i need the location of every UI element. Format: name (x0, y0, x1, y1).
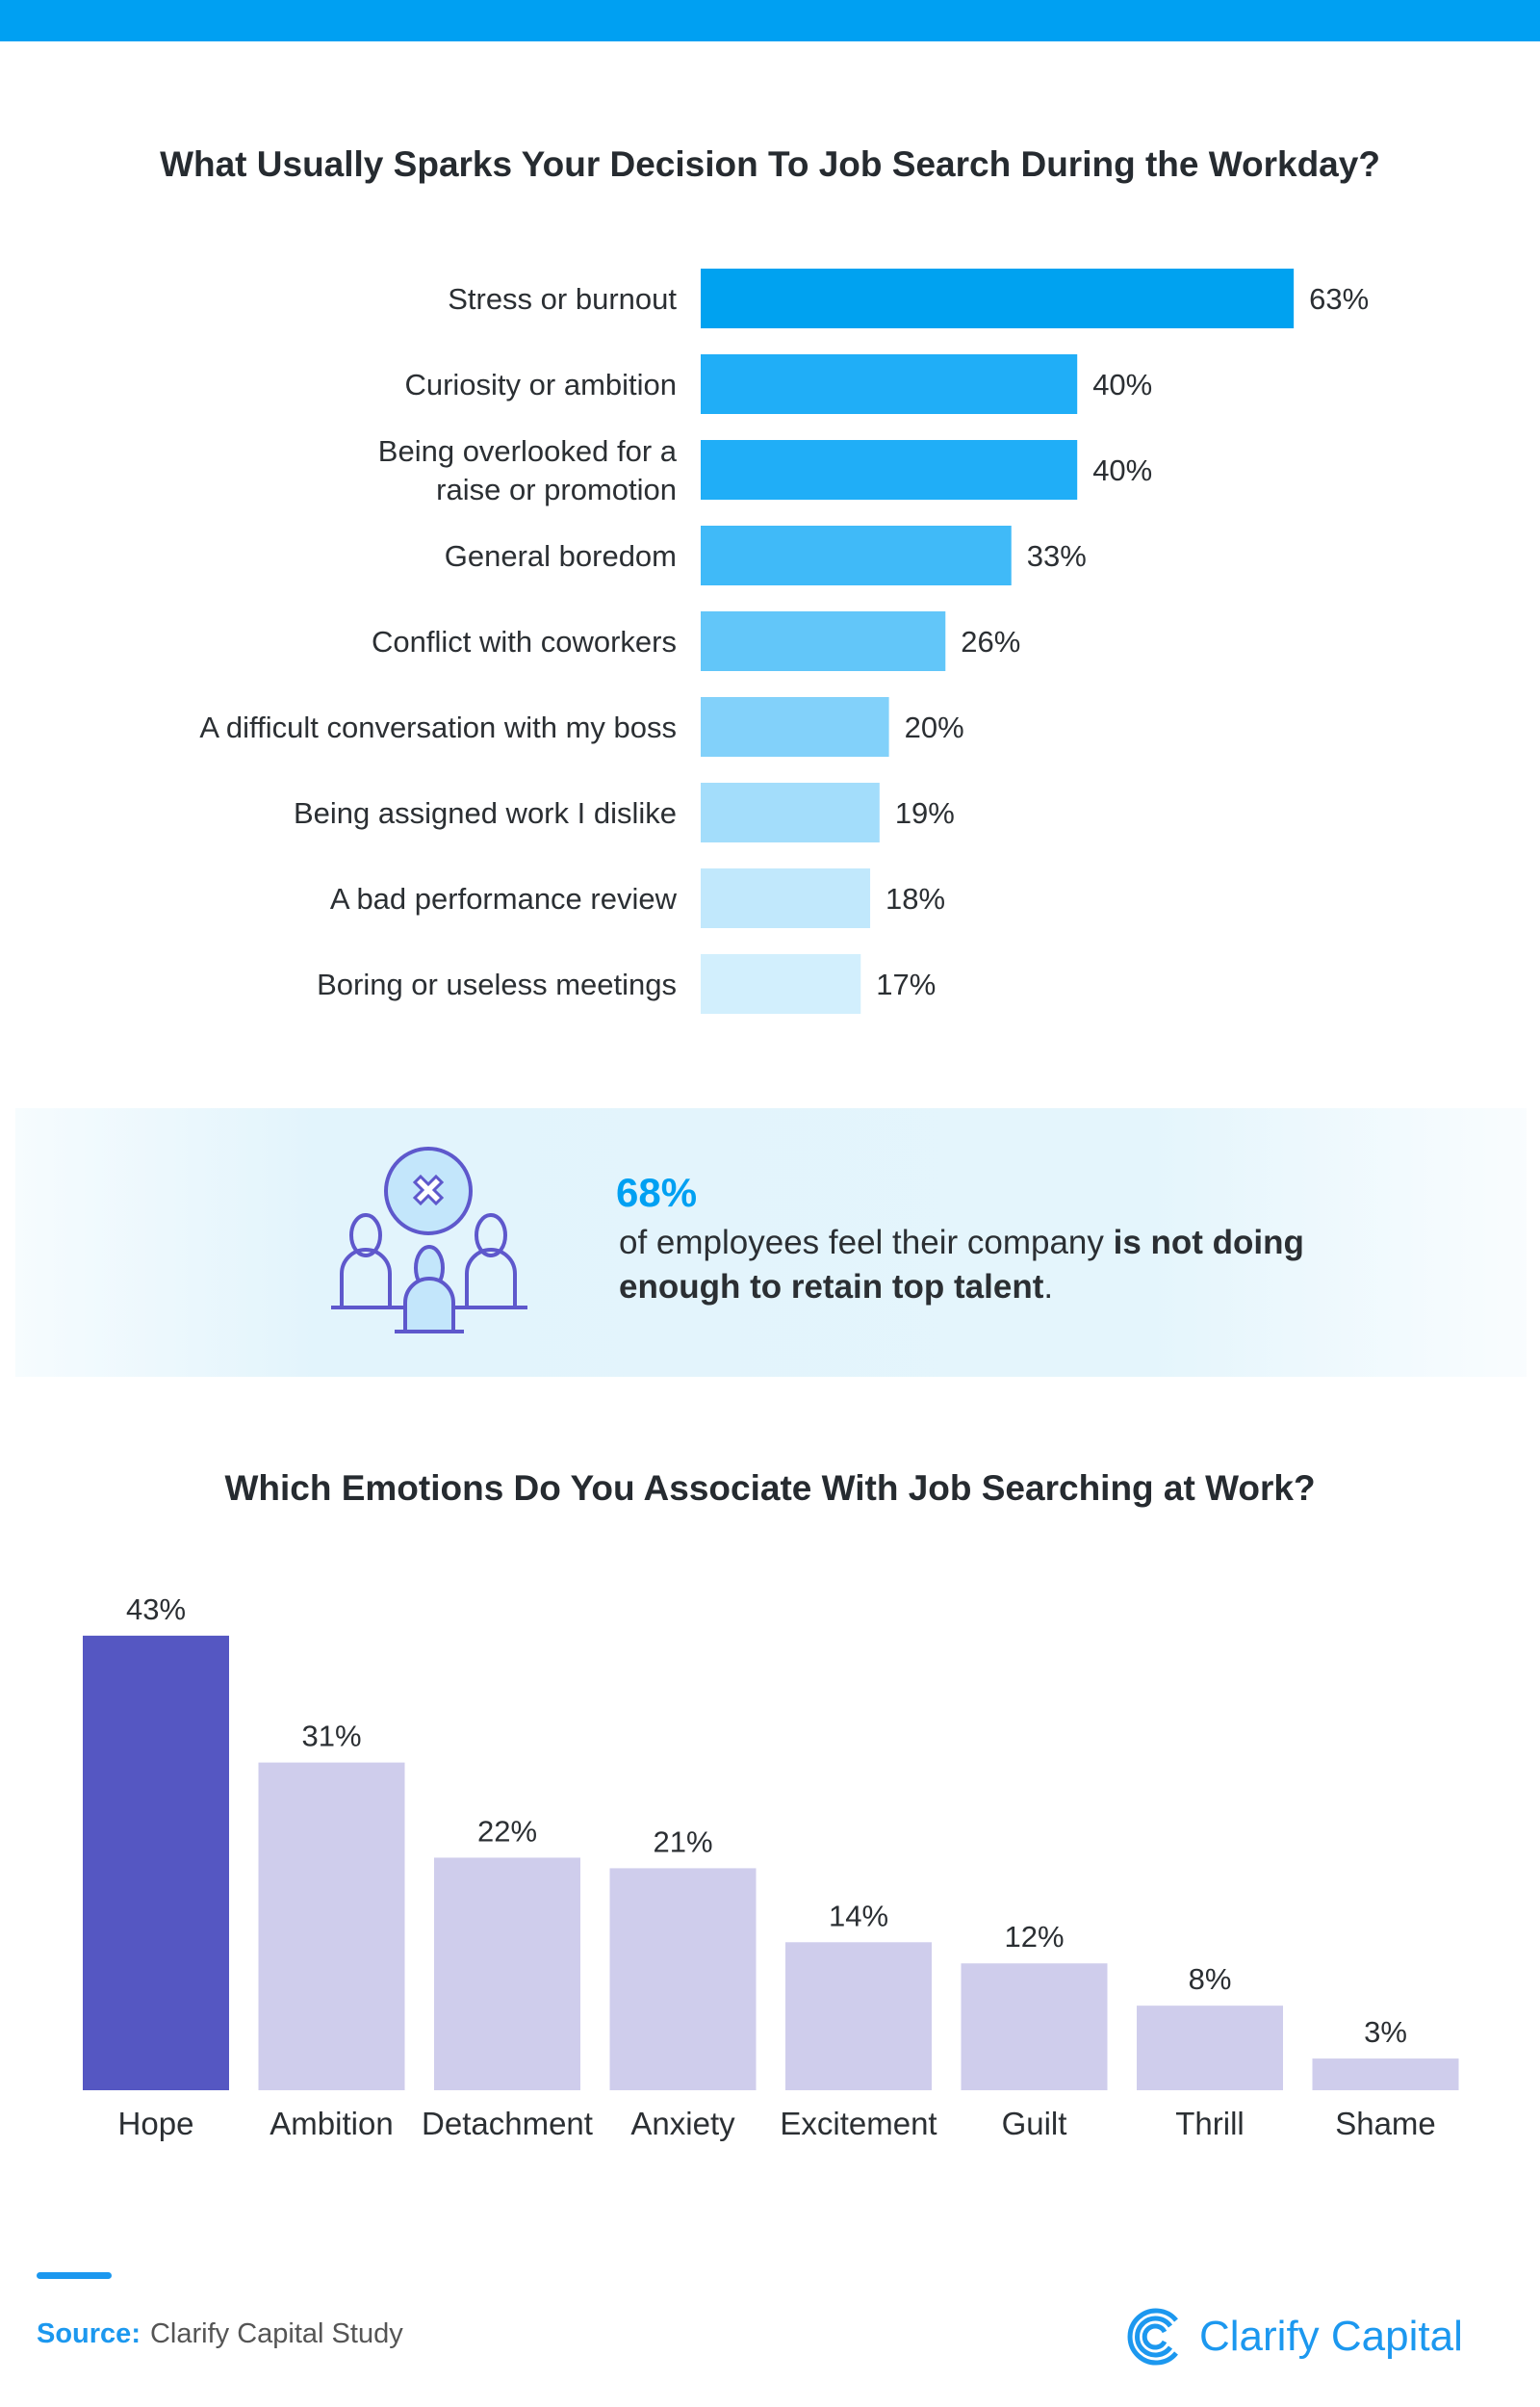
source-divider (37, 2272, 112, 2279)
category-label: General boredom (445, 539, 677, 573)
bar (1137, 2006, 1283, 2090)
bar (1312, 2058, 1459, 2090)
category-label: A difficult conversation with my boss (199, 711, 677, 744)
category-label: Ambition (270, 2106, 393, 2141)
stat-percentage: 68% (616, 1170, 698, 1215)
data-label: 40% (1092, 368, 1152, 401)
clarify-logo-icon (1127, 2308, 1178, 2366)
bar (701, 868, 871, 928)
category-label: Being overlooked for a (378, 434, 678, 468)
data-label: 26% (961, 625, 1020, 659)
category-label: Guilt (1002, 2106, 1067, 2141)
data-label: 17% (876, 968, 936, 1001)
category-label: Hope (118, 2106, 194, 2141)
bar (434, 1857, 580, 2090)
data-label: 63% (1309, 282, 1369, 316)
data-label: 18% (886, 882, 945, 916)
data-label: 31% (301, 1720, 361, 1753)
bar (961, 1963, 1108, 2090)
category-label: Boring or useless meetings (317, 968, 677, 1001)
stat-text-plain: of employees feel their company (619, 1224, 1114, 1261)
data-label: 19% (895, 796, 955, 830)
category-label: Excitement (780, 2106, 937, 2141)
data-label: 12% (1004, 1920, 1064, 1954)
logo-text: Clarify Capital (1199, 2313, 1463, 2360)
bar (701, 354, 1078, 414)
data-label: 20% (905, 711, 964, 744)
category-label: A bad performance review (330, 882, 678, 916)
category-label: Shame (1335, 2106, 1436, 2141)
clarify-capital-logo[interactable]: Clarify Capital (1126, 2307, 1463, 2367)
category-label: Thrill (1175, 2106, 1245, 2141)
stat-text-end: . (1043, 1268, 1054, 1306)
data-label: 43% (126, 1592, 186, 1626)
top-accent-bar (0, 0, 1540, 41)
chart2-title: Which Emotions Do You Associate With Job… (224, 1468, 1316, 1508)
data-label: 21% (653, 1825, 712, 1858)
category-label: Being assigned work I dislike (294, 796, 677, 830)
data-label: 8% (1189, 1962, 1232, 1996)
source-value: Clarify Capital Study (149, 2318, 403, 2349)
bar (785, 1942, 932, 2090)
data-label: 14% (829, 1899, 888, 1932)
stat-description: of employees feel their company is not d… (619, 1221, 1389, 1309)
stat-callout-banner (15, 1108, 1527, 1377)
chart1-title: What Usually Sparks Your Decision To Job… (160, 144, 1380, 184)
people-with-x-icon (331, 1147, 527, 1333)
category-label: raise or promotion (436, 473, 677, 506)
bar (701, 697, 889, 757)
category-label: Detachment (422, 2106, 593, 2141)
data-label: 22% (477, 1814, 537, 1848)
bar (701, 783, 880, 842)
bar (701, 440, 1078, 500)
data-label: 40% (1092, 453, 1152, 487)
data-label: 3% (1364, 2015, 1407, 2049)
source-note: Source: Clarify Capital Study (37, 2318, 403, 2350)
bar (609, 1868, 757, 2090)
bar (701, 611, 946, 671)
bar (83, 1635, 229, 2090)
category-label: Anxiety (630, 2106, 735, 2141)
source-label: Source: (37, 2318, 141, 2349)
bar (701, 269, 1295, 328)
category-label: Curiosity or ambition (404, 368, 677, 401)
bar (701, 526, 1012, 585)
stat-text-bold: is not doing enough to retain top talent (619, 1224, 1304, 1306)
bar (701, 954, 861, 1014)
data-label: 33% (1027, 539, 1087, 573)
bar (258, 1762, 405, 2090)
category-label: Stress or burnout (448, 282, 677, 316)
category-label: Conflict with coworkers (372, 625, 677, 659)
